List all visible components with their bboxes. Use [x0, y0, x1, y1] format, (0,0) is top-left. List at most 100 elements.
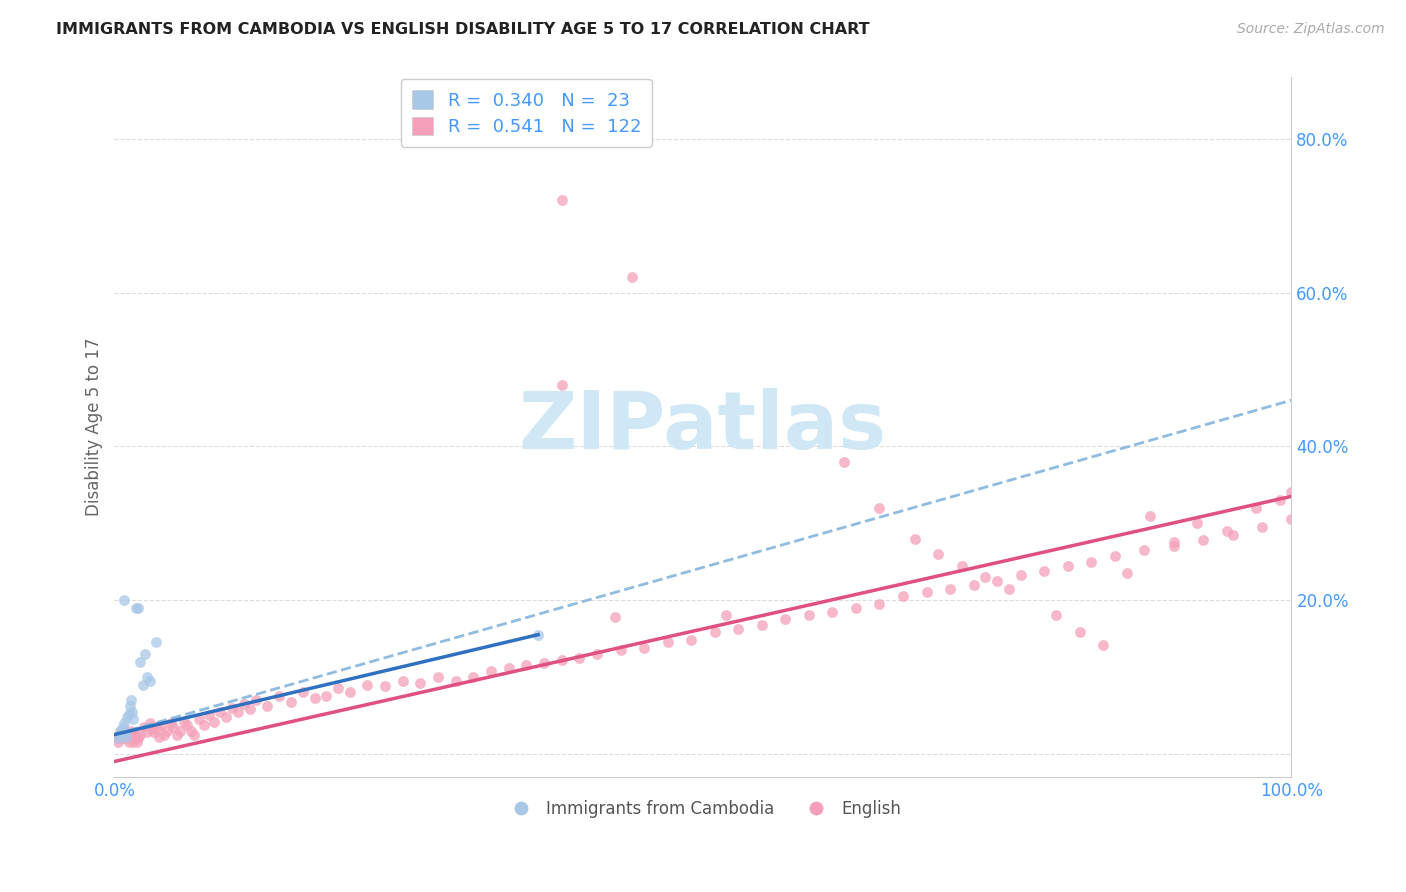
- Point: [180, 723, 202, 738]
- Point: [110, 728, 132, 742]
- Point: [115, 730, 138, 744]
- Point: [141, 723, 163, 737]
- Point: [845, 600, 868, 615]
- Point: [533, 656, 555, 670]
- Point: [1139, 508, 1161, 523]
- Point: [193, 717, 215, 731]
- Point: [703, 625, 725, 640]
- Point: [153, 728, 176, 742]
- Point: [136, 670, 159, 684]
- Point: [479, 664, 502, 678]
- Point: [821, 605, 844, 619]
- Point: [127, 600, 149, 615]
- Point: [515, 658, 537, 673]
- Point: [1080, 555, 1102, 569]
- Point: [1033, 564, 1056, 578]
- Point: [1244, 500, 1267, 515]
- Point: [904, 532, 927, 546]
- Point: [138, 673, 160, 688]
- Point: [117, 710, 139, 724]
- Point: [162, 720, 184, 734]
- Point: [1133, 543, 1156, 558]
- Point: [1092, 638, 1115, 652]
- Point: [215, 710, 238, 724]
- Point: [269, 689, 291, 703]
- Point: [974, 570, 997, 584]
- Point: [1215, 524, 1237, 538]
- Point: [148, 730, 170, 744]
- Point: [1187, 516, 1209, 531]
- Point: [108, 728, 131, 742]
- Point: [105, 731, 128, 746]
- Point: [136, 725, 159, 739]
- Point: [986, 574, 1008, 588]
- Point: [114, 725, 136, 739]
- Point: [107, 735, 129, 749]
- Point: [1056, 558, 1078, 573]
- Point: [1192, 533, 1215, 548]
- Point: [127, 731, 149, 746]
- Point: [110, 723, 132, 738]
- Point: [117, 706, 139, 721]
- Point: [169, 723, 191, 738]
- Point: [134, 647, 156, 661]
- Point: [150, 717, 173, 731]
- Point: [1222, 528, 1244, 542]
- Y-axis label: Disability Age 5 to 17: Disability Age 5 to 17: [86, 338, 103, 516]
- Point: [197, 708, 219, 723]
- Point: [110, 731, 132, 746]
- Point: [239, 702, 262, 716]
- Point: [118, 699, 141, 714]
- Point: [232, 697, 254, 711]
- Point: [586, 647, 609, 661]
- Point: [122, 735, 145, 749]
- Point: [963, 578, 986, 592]
- Point: [927, 547, 949, 561]
- Point: [915, 585, 938, 599]
- Point: [621, 270, 644, 285]
- Point: [124, 731, 146, 746]
- Point: [869, 597, 891, 611]
- Point: [832, 455, 855, 469]
- Point: [391, 673, 413, 688]
- Point: [221, 700, 243, 714]
- Text: IMMIGRANTS FROM CAMBODIA VS ENGLISH DISABILITY AGE 5 TO 17 CORRELATION CHART: IMMIGRANTS FROM CAMBODIA VS ENGLISH DISA…: [56, 22, 870, 37]
- Point: [117, 731, 139, 746]
- Point: [1069, 625, 1091, 640]
- Point: [118, 728, 141, 742]
- Point: [356, 678, 378, 692]
- Point: [550, 653, 572, 667]
- Point: [112, 731, 135, 746]
- Point: [304, 691, 326, 706]
- Point: [1268, 493, 1291, 508]
- Text: Source: ZipAtlas.com: Source: ZipAtlas.com: [1237, 22, 1385, 37]
- Point: [138, 716, 160, 731]
- Point: [160, 716, 183, 731]
- Point: [120, 723, 142, 738]
- Point: [121, 705, 143, 719]
- Point: [110, 723, 132, 738]
- Point: [112, 593, 135, 607]
- Point: [204, 714, 226, 729]
- Point: [444, 673, 467, 688]
- Point: [1010, 568, 1032, 582]
- Point: [463, 670, 485, 684]
- Point: [124, 600, 146, 615]
- Point: [1045, 608, 1067, 623]
- Point: [112, 716, 135, 731]
- Point: [132, 720, 155, 734]
- Point: [527, 628, 550, 642]
- Point: [326, 681, 349, 696]
- Point: [609, 643, 631, 657]
- Point: [125, 735, 148, 749]
- Point: [115, 728, 138, 742]
- Point: [568, 650, 591, 665]
- Point: [124, 728, 146, 742]
- Point: [681, 633, 703, 648]
- Point: [427, 670, 450, 684]
- Legend: Immigrants from Cambodia, English: Immigrants from Cambodia, English: [498, 793, 908, 824]
- Point: [291, 685, 314, 699]
- Point: [716, 608, 738, 623]
- Point: [245, 693, 267, 707]
- Point: [111, 720, 134, 734]
